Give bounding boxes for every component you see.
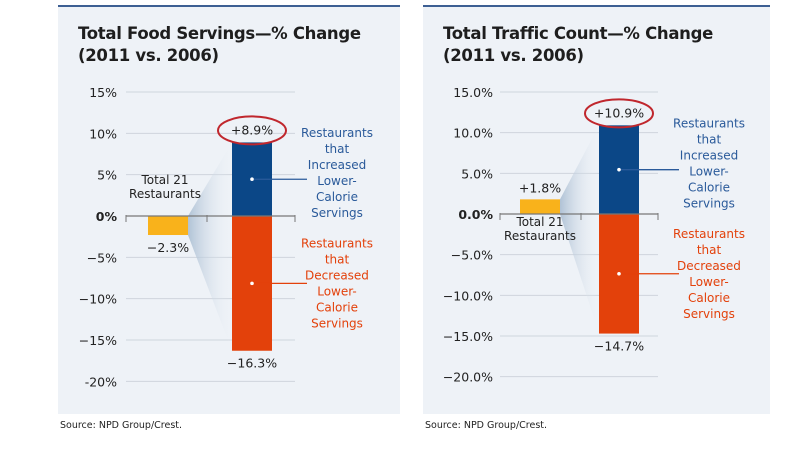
y-tick-label: −15.0% [443, 329, 493, 344]
increased-value-label: +10.9% [594, 105, 644, 120]
callout-dot [617, 271, 621, 276]
food-servings-panel: Total Food Servings—% Change (2011 vs. 20… [58, 5, 400, 414]
decreased-value-label: −14.7% [594, 339, 644, 354]
total-bar [148, 216, 188, 236]
y-tick-label: -20% [85, 374, 117, 389]
total-value-label: +1.8% [519, 180, 561, 195]
decreased-value-label: −16.3% [227, 356, 277, 371]
increased-label: Restaurants that Increased Lower-Calorie Ser… [301, 126, 373, 220]
source-note: Source: NPD Group/Crest. [425, 420, 548, 431]
y-tick-label: 15.0% [453, 85, 493, 100]
y-tick-label: −5.0% [451, 248, 493, 263]
highlight-circle [217, 115, 287, 146]
y-tick-label: 5.0% [461, 166, 493, 181]
total-label: Total 21 Restaurants [129, 173, 201, 201]
highlight-circle [584, 98, 654, 129]
connector-wedge [560, 125, 599, 334]
traffic-count-panel: Total Traffic Count—% Change (2011 vs. 20… [423, 5, 770, 414]
y-tick-label: 5% [97, 168, 117, 183]
increased-value-label: +8.9% [231, 122, 273, 137]
chart-title: Total Food Servings—% Change (2011 vs. 20… [78, 24, 361, 65]
y-tick-label: −15% [79, 333, 117, 348]
decreased-label: Restaurants that Decreased Lower-Calorie Ser… [673, 227, 745, 321]
y-tick-label: 10% [89, 126, 117, 141]
chart-title: Total Traffic Count—% Change (2011 vs. 20… [443, 24, 714, 65]
connector-wedge [188, 142, 232, 351]
increased-label: Restaurants that Increased Lower-Calorie Ser… [673, 117, 745, 211]
y-tick-label: −10% [79, 292, 117, 307]
y-tick-label: 10.0% [453, 126, 493, 141]
y-tick-label: 15% [89, 85, 117, 100]
y-tick-label: −20.0% [443, 370, 493, 385]
total-value-label: −2.3% [147, 240, 189, 255]
callout-dot [250, 177, 254, 182]
y-tick-label: 0.0% [458, 207, 493, 222]
y-tick-label: −10.0% [443, 288, 493, 303]
y-tick-label: 0% [96, 209, 118, 224]
callout-dot [250, 281, 254, 286]
callout-dot [617, 167, 621, 172]
y-tick-label: −5% [87, 250, 117, 265]
total-label: Total 21 Restaurants [504, 215, 576, 243]
source-note: Source: NPD Group/Crest. [60, 420, 183, 431]
total-bar [520, 199, 560, 214]
decreased-label: Restaurants that Decreased Lower-Calorie Ser… [301, 236, 373, 330]
